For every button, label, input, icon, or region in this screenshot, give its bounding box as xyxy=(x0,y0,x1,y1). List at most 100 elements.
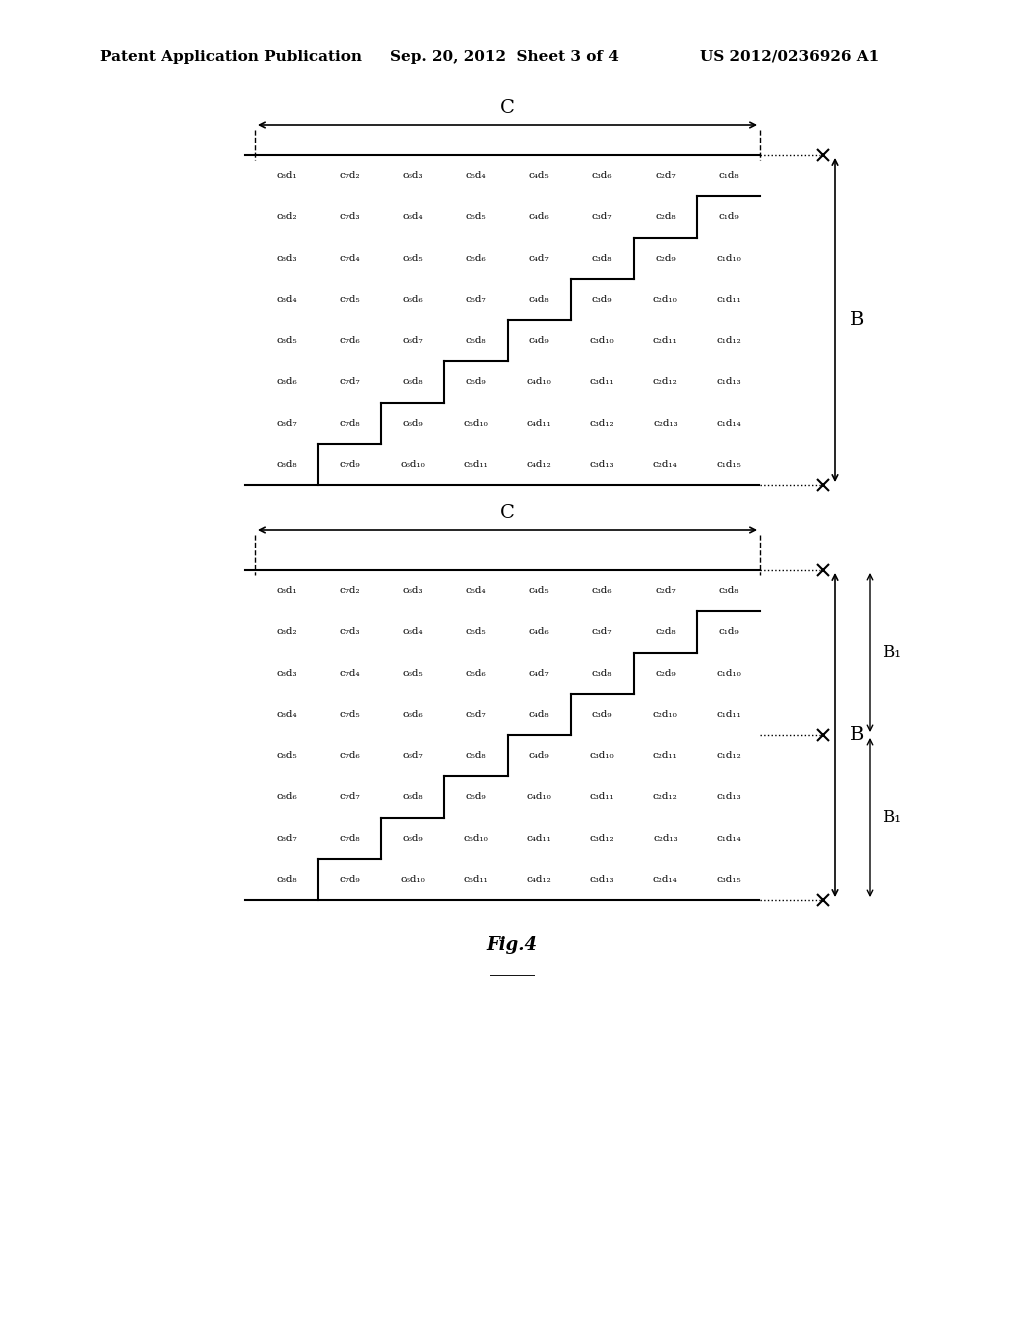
Text: c₁d₈: c₁d₈ xyxy=(718,172,738,180)
Text: c₆d₁₀: c₆d₁₀ xyxy=(400,459,425,469)
Text: c₆d₁₀: c₆d₁₀ xyxy=(400,875,425,884)
Text: C: C xyxy=(500,99,515,117)
Text: c₇d₅: c₇d₅ xyxy=(339,294,360,304)
Text: B₁: B₁ xyxy=(882,644,901,661)
Text: c₇d₄: c₇d₄ xyxy=(339,253,360,263)
Text: B₁: B₁ xyxy=(882,809,901,826)
Text: c₄d₇: c₄d₇ xyxy=(528,253,549,263)
Text: c₃d₆: c₃d₆ xyxy=(592,586,612,595)
Text: c₈d₅: c₈d₅ xyxy=(276,337,297,345)
Text: c₁d₁₁: c₁d₁₁ xyxy=(716,710,740,719)
Text: c₄d₈: c₄d₈ xyxy=(528,294,549,304)
Text: c₃d₁₁: c₃d₁₁ xyxy=(590,378,614,387)
Text: c₇d₇: c₇d₇ xyxy=(339,378,360,387)
Text: c₃d₁₃: c₃d₁₃ xyxy=(590,459,614,469)
Text: c₂d₈: c₂d₈ xyxy=(655,213,676,222)
Text: c₂d₁₃: c₂d₁₃ xyxy=(653,418,678,428)
Text: c₂d₉: c₂d₉ xyxy=(655,253,676,263)
Text: c₄d₁₂: c₄d₁₂ xyxy=(526,875,552,884)
Text: c₅d₆: c₅d₆ xyxy=(466,669,486,677)
Text: c₅d₅: c₅d₅ xyxy=(466,627,486,636)
Text: c₅d₅: c₅d₅ xyxy=(466,213,486,222)
Text: c₄d₇: c₄d₇ xyxy=(528,669,549,677)
Text: c₂d₁₄: c₂d₁₄ xyxy=(653,459,678,469)
Text: c₇d₆: c₇d₆ xyxy=(339,751,360,760)
Text: B: B xyxy=(850,726,864,744)
Text: c₂d₁₂: c₂d₁₂ xyxy=(653,792,678,801)
Text: c₈d₇: c₈d₇ xyxy=(276,834,297,842)
Text: c₁d₁₃: c₁d₁₃ xyxy=(716,378,740,387)
Text: c₂d₈: c₂d₈ xyxy=(655,627,676,636)
Text: c₈d₁: c₈d₁ xyxy=(276,172,297,180)
Text: c₄d₈: c₄d₈ xyxy=(528,710,549,719)
Text: c₇d₆: c₇d₆ xyxy=(339,337,360,345)
Text: c₈d₁: c₈d₁ xyxy=(276,586,297,595)
Text: c₈d₈: c₈d₈ xyxy=(276,459,297,469)
Text: c₅d₇: c₅d₇ xyxy=(466,710,486,719)
Text: c₅d₁₁: c₅d₁₁ xyxy=(464,875,488,884)
Text: c₆d₃: c₆d₃ xyxy=(402,586,423,595)
Text: c₈d₆: c₈d₆ xyxy=(276,378,297,387)
Text: c₆d₅: c₆d₅ xyxy=(402,669,423,677)
Text: c₆d₃: c₆d₃ xyxy=(402,172,423,180)
Text: c₄d₅: c₄d₅ xyxy=(528,172,549,180)
Text: c₁d₁₃: c₁d₁₃ xyxy=(716,792,740,801)
Text: c₅d₄: c₅d₄ xyxy=(466,172,486,180)
Text: Sep. 20, 2012  Sheet 3 of 4: Sep. 20, 2012 Sheet 3 of 4 xyxy=(390,50,618,63)
Text: c₆d₈: c₆d₈ xyxy=(402,378,423,387)
Text: c₇d₃: c₇d₃ xyxy=(339,213,360,222)
Text: c₃d₉: c₃d₉ xyxy=(592,710,612,719)
Text: c₆d₇: c₆d₇ xyxy=(402,337,423,345)
Text: c₄d₁₀: c₄d₁₀ xyxy=(526,792,552,801)
Text: c₃d₇: c₃d₇ xyxy=(592,627,612,636)
Text: c₁d₁₄: c₁d₁₄ xyxy=(716,834,740,842)
Text: c₄d₆: c₄d₆ xyxy=(528,213,549,222)
Text: c₃d₈: c₃d₈ xyxy=(592,253,612,263)
Text: c₃d₉: c₃d₉ xyxy=(592,294,612,304)
Text: c₂d₁₁: c₂d₁₁ xyxy=(653,337,678,345)
Text: c₅d₁₀: c₅d₁₀ xyxy=(464,834,488,842)
Text: c₇d₈: c₇d₈ xyxy=(339,834,360,842)
Text: c₅d₉: c₅d₉ xyxy=(466,378,486,387)
Text: c₇d₄: c₇d₄ xyxy=(339,669,360,677)
Text: c₁d₁₅: c₁d₁₅ xyxy=(716,459,740,469)
Text: c₅d₁₀: c₅d₁₀ xyxy=(464,418,488,428)
Text: c₃d₁₀: c₃d₁₀ xyxy=(590,337,614,345)
Text: c₆d₉: c₆d₉ xyxy=(402,834,423,842)
Text: c₃d₁₁: c₃d₁₁ xyxy=(590,792,614,801)
Text: c₂d₉: c₂d₉ xyxy=(655,669,676,677)
Text: c₃d₁₅: c₃d₁₅ xyxy=(716,875,740,884)
Text: _____: _____ xyxy=(489,958,535,975)
Text: c₈d₇: c₈d₇ xyxy=(276,418,297,428)
Text: c₂d₁₀: c₂d₁₀ xyxy=(653,294,678,304)
Text: c₁d₁₄: c₁d₁₄ xyxy=(716,418,740,428)
Text: c₆d₄: c₆d₄ xyxy=(402,213,423,222)
Text: c₂d₇: c₂d₇ xyxy=(655,586,676,595)
Text: c₇d₅: c₇d₅ xyxy=(339,710,360,719)
Text: c₄d₉: c₄d₉ xyxy=(528,337,549,345)
Text: c₄d₉: c₄d₉ xyxy=(528,751,549,760)
Text: c₁d₉: c₁d₉ xyxy=(718,627,738,636)
Text: c₅d₇: c₅d₇ xyxy=(466,294,486,304)
Text: c₂d₁₀: c₂d₁₀ xyxy=(653,710,678,719)
Text: c₂d₁₁: c₂d₁₁ xyxy=(653,751,678,760)
Text: c₆d₉: c₆d₉ xyxy=(402,418,423,428)
Text: c₇d₂: c₇d₂ xyxy=(339,172,360,180)
Text: c₃d₆: c₃d₆ xyxy=(592,172,612,180)
Text: c₈d₃: c₈d₃ xyxy=(276,253,297,263)
Text: c₇d₇: c₇d₇ xyxy=(339,792,360,801)
Text: c₁d₁₁: c₁d₁₁ xyxy=(716,294,740,304)
Text: c₂d₁₄: c₂d₁₄ xyxy=(653,875,678,884)
Text: Fig.4: Fig.4 xyxy=(486,936,538,954)
Text: c₆d₄: c₆d₄ xyxy=(402,627,423,636)
Text: c₈d₅: c₈d₅ xyxy=(276,751,297,760)
Text: c₃d₇: c₃d₇ xyxy=(592,213,612,222)
Text: c₇d₈: c₇d₈ xyxy=(339,418,360,428)
Text: c₈d₂: c₈d₂ xyxy=(276,213,297,222)
Text: c₆d₈: c₆d₈ xyxy=(402,792,423,801)
Text: c₂d₇: c₂d₇ xyxy=(655,172,676,180)
Text: c₅d₆: c₅d₆ xyxy=(466,253,486,263)
Text: c₈d₂: c₈d₂ xyxy=(276,627,297,636)
Text: c₆d₅: c₆d₅ xyxy=(402,253,423,263)
Text: c₄d₁₀: c₄d₁₀ xyxy=(526,378,552,387)
